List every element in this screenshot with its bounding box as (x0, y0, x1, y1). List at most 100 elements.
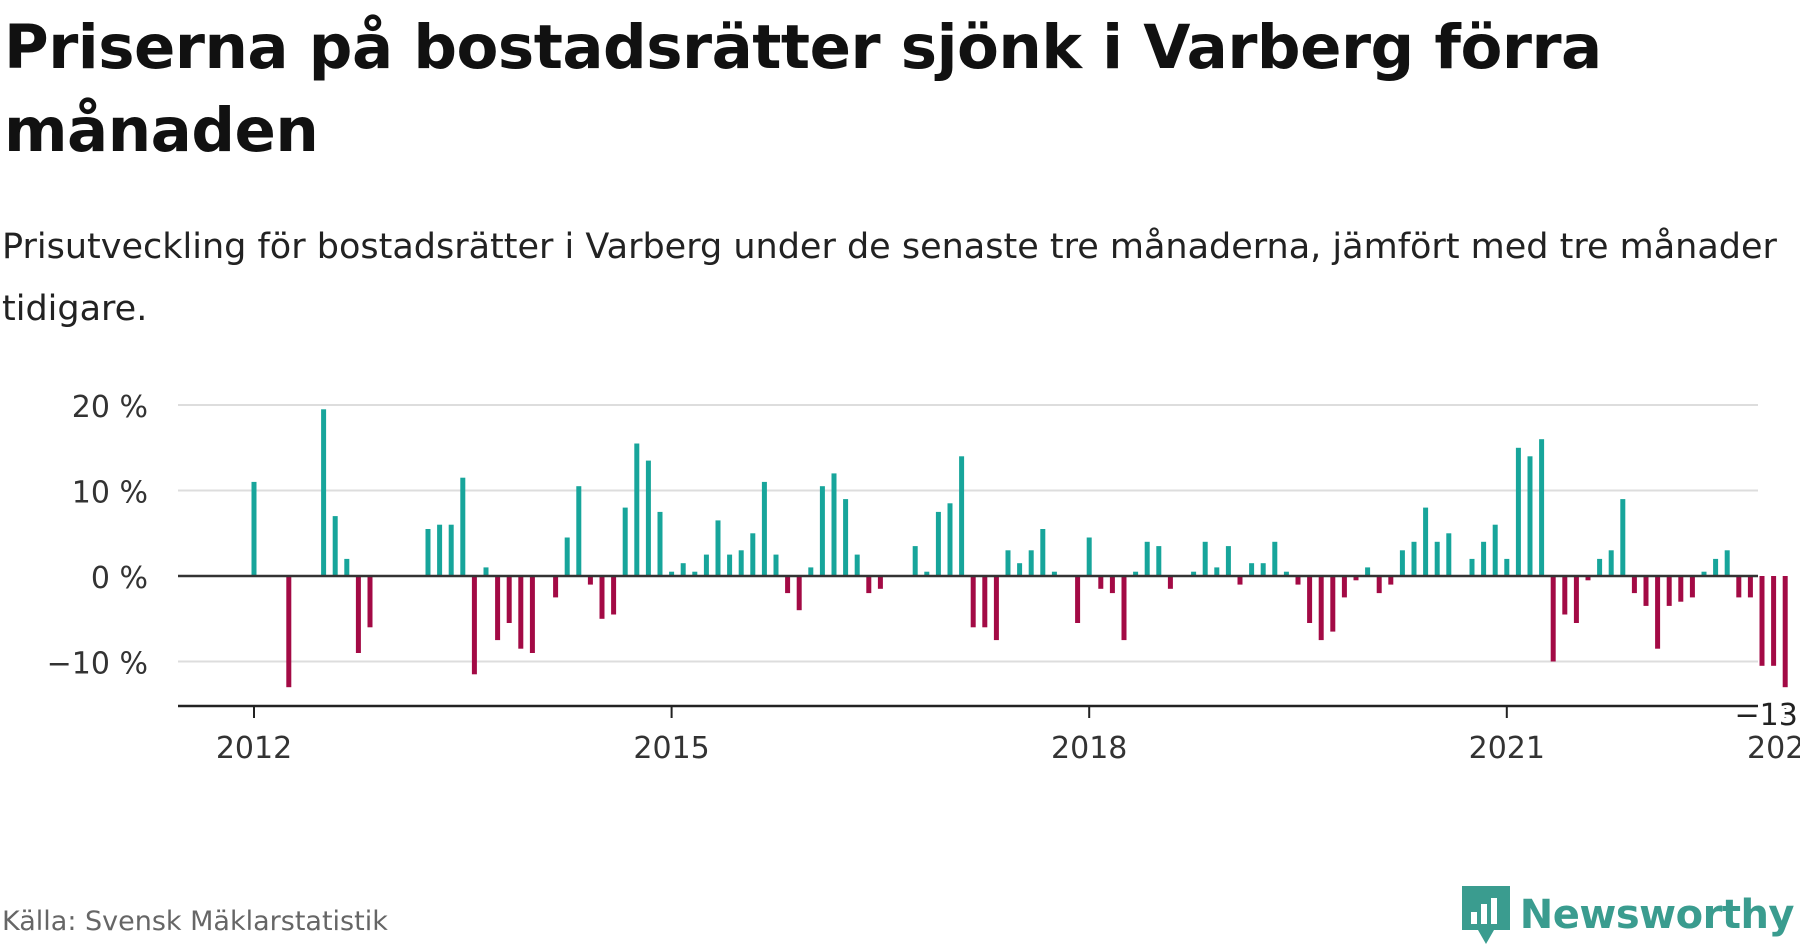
bar (1689, 576, 1695, 598)
last-value-label: −13 % (1735, 698, 1800, 733)
bar (1365, 567, 1371, 576)
bar (854, 554, 860, 576)
bar (1121, 576, 1127, 641)
bar (715, 520, 721, 576)
x-tick-label: 2021 (1469, 731, 1545, 766)
bar (1655, 576, 1661, 649)
bar (1283, 571, 1289, 576)
bar (1249, 563, 1255, 576)
x-tick-label: 2012 (216, 731, 292, 766)
bar (1492, 524, 1498, 576)
bar (1434, 541, 1440, 576)
bar (1550, 576, 1556, 662)
bar (321, 409, 327, 576)
bar (1481, 541, 1487, 576)
bar (1388, 576, 1394, 585)
bar (576, 486, 582, 576)
bar (993, 576, 999, 641)
bar (437, 524, 443, 576)
bar (1353, 576, 1359, 581)
bar (1295, 576, 1301, 585)
bar (448, 524, 454, 576)
bar (1214, 567, 1220, 576)
bar-chart: −10 % 0 % 10 % 20 % 2012 2015 2018 2021 2023−13 … (47, 390, 1800, 766)
x-tick-label: 2015 (633, 731, 709, 766)
bar (645, 460, 651, 576)
bar (1272, 541, 1278, 576)
bar (924, 571, 930, 576)
bar (1109, 576, 1115, 594)
bar (1573, 576, 1579, 623)
bar (1713, 558, 1719, 576)
bar (750, 533, 756, 577)
bar (564, 537, 570, 576)
bar (286, 576, 292, 688)
bar (1051, 571, 1057, 576)
bar (1747, 576, 1753, 598)
bar (355, 576, 361, 653)
bar (1597, 558, 1603, 576)
bar (518, 576, 524, 649)
brand-logo[interactable]: Newsworthy (1461, 886, 1795, 944)
bar (1585, 576, 1591, 581)
bar (1260, 563, 1266, 576)
bar (1005, 550, 1011, 576)
bar (680, 563, 686, 576)
y-tick-label: 0 % (91, 561, 148, 596)
bar (1225, 546, 1231, 576)
bar (1202, 541, 1208, 576)
bar (1608, 550, 1614, 576)
bar (785, 576, 791, 594)
bar (553, 576, 559, 598)
bar (344, 558, 350, 576)
bar (831, 473, 837, 576)
bar (773, 554, 779, 576)
bar (495, 576, 501, 641)
bar (1411, 541, 1417, 576)
bar (1469, 558, 1475, 576)
bar (1191, 571, 1197, 576)
bar (1736, 576, 1742, 598)
bar (1515, 447, 1521, 577)
bar (692, 571, 698, 576)
bar (761, 481, 767, 576)
bar (1341, 576, 1347, 598)
bar (1527, 456, 1533, 576)
bar (1701, 571, 1707, 576)
bar (460, 477, 466, 576)
bar (599, 576, 605, 619)
bar (367, 576, 373, 628)
bar (843, 499, 849, 577)
bar (1017, 563, 1023, 576)
bar (727, 554, 733, 576)
bar (1771, 576, 1777, 666)
bar (506, 576, 512, 623)
bar (1086, 537, 1092, 576)
bar (1156, 546, 1162, 576)
y-tick-label: 20 % (72, 390, 148, 425)
bar (1237, 576, 1243, 585)
bar (1167, 576, 1173, 589)
bar (877, 576, 883, 589)
bar (1307, 576, 1313, 623)
bar (866, 576, 872, 594)
bar (982, 576, 988, 628)
bar (1666, 576, 1672, 606)
bar (1759, 576, 1765, 666)
x-tick-label: 2023 (1747, 731, 1800, 766)
bar (959, 456, 965, 576)
bar (332, 516, 338, 576)
page-subtitle: Prisutveckling för bostadsrätter i Varbe… (2, 227, 1777, 329)
bar (1028, 550, 1034, 576)
bar (1631, 576, 1637, 594)
bar (471, 576, 477, 675)
bar (1318, 576, 1324, 641)
bar (1678, 576, 1684, 602)
bar (1399, 550, 1405, 576)
bar (808, 567, 814, 576)
bar (970, 576, 976, 628)
bar (1782, 576, 1788, 688)
bar (483, 567, 489, 576)
bar (1423, 507, 1429, 576)
newsworthy-logo-icon (1461, 886, 1510, 944)
